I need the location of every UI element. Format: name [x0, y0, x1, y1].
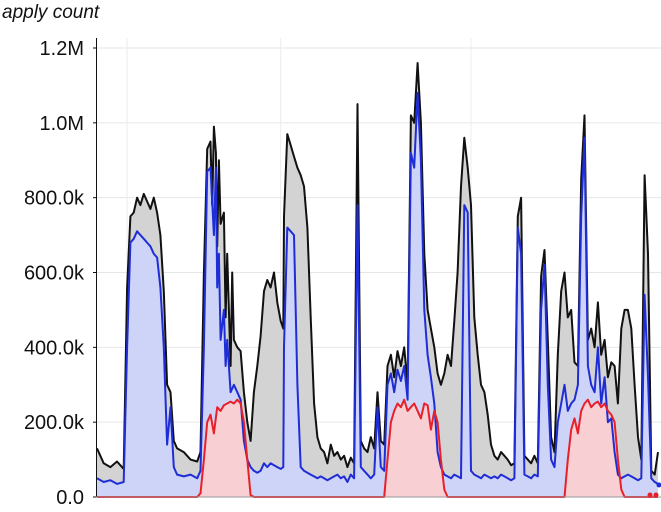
y-tick-label: 0.0 — [56, 487, 84, 509]
series-lines — [96, 62, 659, 498]
end-marker-1 — [653, 492, 659, 498]
y-tick-label: 600.0k — [24, 263, 85, 285]
series-2-line — [96, 91, 659, 485]
y-tick-label: 400.0k — [24, 337, 85, 359]
series-3-area — [97, 399, 658, 497]
y-tick-label: 1.2M — [40, 38, 84, 60]
series-3-line — [97, 398, 658, 498]
y-axis-title: apply count — [2, 2, 100, 23]
y-axis-ticks: 0.0 200.0k 400.0k 600.0k 800.0k 1.0M 1.2M — [24, 38, 97, 509]
y-tick-label: 800.0k — [24, 188, 85, 210]
y-tick-label: 1.0M — [40, 113, 84, 135]
series-2-area — [97, 92, 658, 498]
end-marker-3 — [656, 482, 661, 488]
series-areas — [97, 63, 658, 498]
y-tick-label: 200.0k — [24, 412, 85, 434]
end-markers — [647, 482, 661, 498]
end-marker-2 — [647, 492, 653, 498]
